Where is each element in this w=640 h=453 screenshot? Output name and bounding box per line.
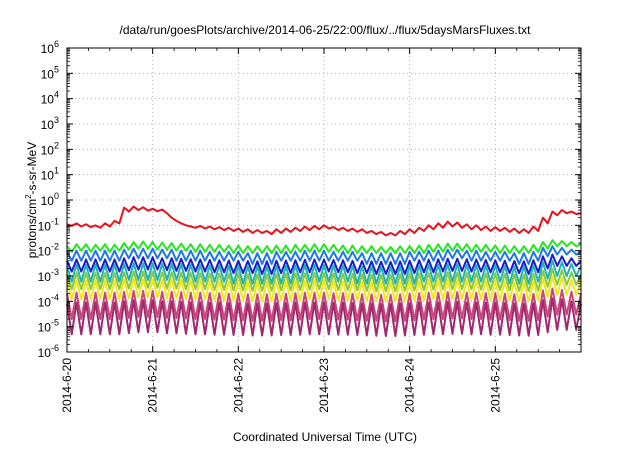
y-axis-label-prefix: protons/cm <box>25 199 39 258</box>
y-tick-label-exponent: 3 <box>54 115 59 125</box>
y-tick-label-exponent: -6 <box>51 343 59 353</box>
y-tick-label-exponent: 0 <box>54 191 59 201</box>
x-tick-label: 2014-6-21 <box>146 358 160 413</box>
y-tick-label-exponent: 2 <box>54 140 59 150</box>
y-tick-label-base: 10 <box>41 143 55 157</box>
y-tick-label-exponent: -1 <box>51 216 59 226</box>
series-line-9 <box>66 297 582 337</box>
y-tick-label: 105 <box>41 64 59 81</box>
y-tick-label-base: 10 <box>41 118 55 132</box>
y-tick-label-exponent: -4 <box>51 292 59 302</box>
y-tick-label-base: 10 <box>38 219 52 233</box>
y-tick-label-exponent: -2 <box>51 242 59 252</box>
series-lines <box>66 205 582 337</box>
y-axis-label: protons/cm2-s-sr-MeV <box>24 142 39 258</box>
series-line-5 <box>66 259 582 285</box>
y-tick-label-exponent: 5 <box>54 64 59 74</box>
y-tick-label: 101 <box>41 166 59 183</box>
y-axis-label-superscript: 2 <box>24 194 33 199</box>
series-line-6 <box>66 267 582 293</box>
y-axis-label-suffix: -s-sr-MeV <box>25 142 39 195</box>
y-tick-label: 10-4 <box>38 292 59 309</box>
x-tick-label: 2014-6-24 <box>403 358 417 413</box>
y-tick-label-base: 10 <box>38 346 52 360</box>
x-axis-label: Coordinated Universal Time (UTC) <box>233 430 417 444</box>
y-tick-label-base: 10 <box>38 270 52 284</box>
y-tick-label-base: 10 <box>41 93 55 107</box>
x-axis-ticks: 2014-6-20 2014-6-21 2014-6-22 2014-6-23 2014… <box>60 48 560 413</box>
y-tick-label: 10-1 <box>38 216 59 233</box>
y-tick-label-exponent: -5 <box>51 318 59 328</box>
y-tick-label: 100 <box>41 191 59 208</box>
y-tick-label: 10-6 <box>38 343 59 360</box>
y-axis-ticks: 10-610-510-410-310-210-11001011021031041… <box>38 39 581 360</box>
series-line-7 <box>66 275 582 303</box>
y-tick-label-base: 10 <box>41 194 55 208</box>
y-tick-label: 10-2 <box>38 242 59 259</box>
y-tick-label: 102 <box>41 140 59 157</box>
series-line-4 <box>66 253 582 275</box>
x-tick-label: 2014-6-22 <box>231 358 245 413</box>
y-tick-label: 104 <box>41 90 59 107</box>
series-line-2 <box>66 239 582 255</box>
y-tick-label-exponent: 6 <box>54 39 59 49</box>
x-tick-label: 2014-6-23 <box>317 358 331 413</box>
y-tick-label-base: 10 <box>41 67 55 81</box>
x-tick-label: 2014-6-25 <box>488 358 502 413</box>
y-tick-label-base: 10 <box>41 169 55 183</box>
y-tick-label-exponent: 4 <box>54 90 59 100</box>
y-tick-label-base: 10 <box>41 42 55 56</box>
y-tick-label: 10-5 <box>38 318 59 335</box>
y-tick-label: 10-3 <box>38 267 59 284</box>
series-line-3 <box>66 245 582 265</box>
y-tick-label-base: 10 <box>38 321 52 335</box>
y-tick-label-base: 10 <box>38 245 52 259</box>
y-tick-label: 106 <box>41 39 59 56</box>
series-line-8 <box>66 287 582 323</box>
x-tick-label: 2014-6-20 <box>60 358 74 413</box>
y-tick-label-exponent: 1 <box>54 166 59 176</box>
y-tick-label-base: 10 <box>38 295 52 309</box>
series-line-1 <box>66 205 582 237</box>
y-tick-label: 103 <box>41 115 59 132</box>
chart-title: /data/run/goesPlots/archive/2014-06-25/2… <box>120 23 532 37</box>
y-tick-label-exponent: -3 <box>51 267 59 277</box>
